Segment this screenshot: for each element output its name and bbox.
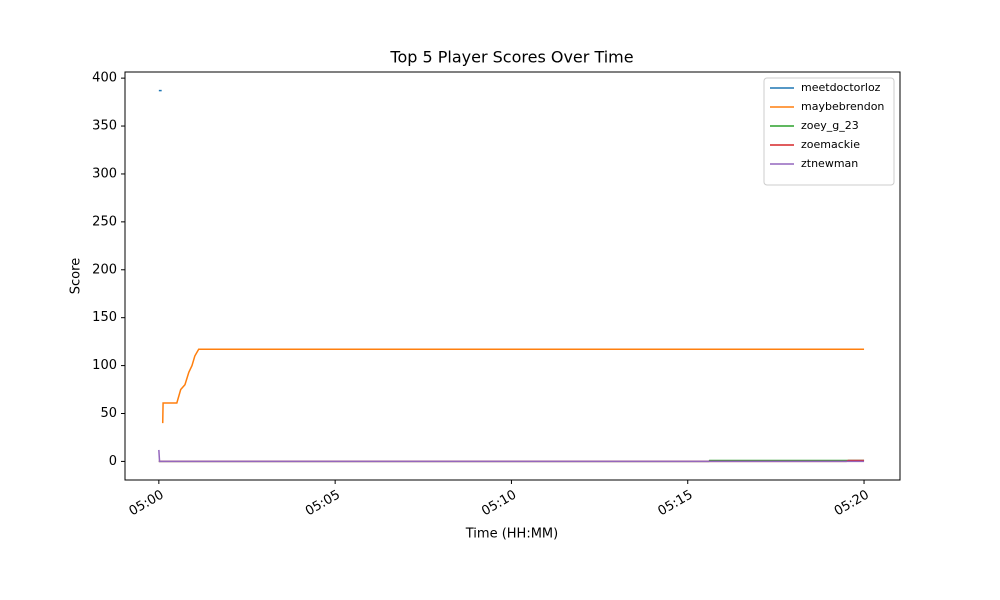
y-tick-label: 100	[92, 358, 117, 373]
y-tick-label: 250	[92, 214, 117, 229]
y-tick-label: 50	[100, 406, 117, 421]
plot-frame	[124, 71, 901, 481]
chart-title: Top 5 Player Scores Over Time	[389, 48, 633, 67]
y-tick-label: 350	[92, 119, 117, 134]
y-axis-label: Score	[69, 258, 84, 294]
y-tick-label: 400	[92, 71, 117, 86]
x-axis-label: Time (HH:MM)	[465, 527, 558, 542]
line	[161, 348, 865, 424]
legend-label: ztnewman	[801, 157, 858, 170]
legend-label: zoemackie	[801, 138, 860, 151]
legend-box	[763, 77, 895, 186]
y-tick-label: 300	[92, 166, 117, 181]
legend-label: zoey_g_23	[801, 119, 859, 132]
y-tick-label: 150	[92, 310, 117, 325]
legend-label: maybebrendon	[801, 100, 884, 113]
legend-label: meetdoctorloz	[801, 81, 881, 94]
y-tick-label: 0	[109, 454, 117, 469]
y-tick-label: 200	[92, 262, 117, 277]
line	[158, 449, 865, 463]
